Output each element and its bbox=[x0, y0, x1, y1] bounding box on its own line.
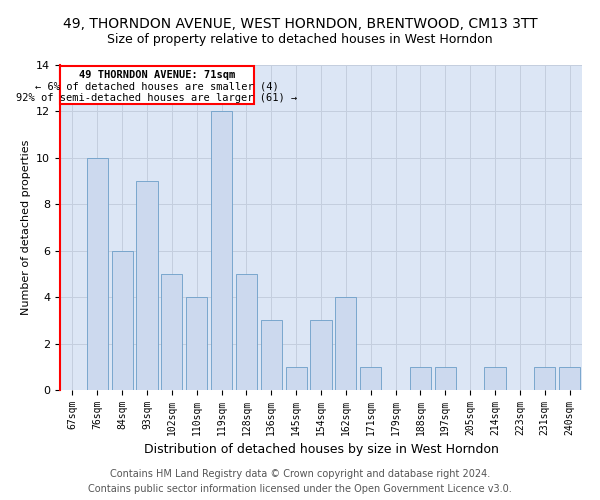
Text: 92% of semi-detached houses are larger (61) →: 92% of semi-detached houses are larger (… bbox=[16, 92, 298, 102]
Bar bbox=[435, 367, 456, 390]
Y-axis label: Number of detached properties: Number of detached properties bbox=[20, 140, 31, 315]
Bar bbox=[236, 274, 257, 390]
Bar bbox=[310, 320, 332, 390]
Bar bbox=[161, 274, 182, 390]
Bar bbox=[261, 320, 282, 390]
Bar bbox=[112, 250, 133, 390]
Text: Size of property relative to detached houses in West Horndon: Size of property relative to detached ho… bbox=[107, 32, 493, 46]
Bar bbox=[87, 158, 108, 390]
X-axis label: Distribution of detached houses by size in West Horndon: Distribution of detached houses by size … bbox=[143, 444, 499, 456]
FancyBboxPatch shape bbox=[60, 66, 254, 104]
Bar bbox=[335, 297, 356, 390]
Bar bbox=[410, 367, 431, 390]
Bar bbox=[136, 181, 158, 390]
Bar bbox=[186, 297, 207, 390]
Text: ← 6% of detached houses are smaller (4): ← 6% of detached houses are smaller (4) bbox=[35, 81, 279, 91]
Bar bbox=[360, 367, 381, 390]
Bar bbox=[534, 367, 555, 390]
Bar bbox=[559, 367, 580, 390]
Text: 49, THORNDON AVENUE, WEST HORNDON, BRENTWOOD, CM13 3TT: 49, THORNDON AVENUE, WEST HORNDON, BRENT… bbox=[62, 18, 538, 32]
Bar bbox=[286, 367, 307, 390]
Bar bbox=[211, 112, 232, 390]
Text: Contains HM Land Registry data © Crown copyright and database right 2024.
Contai: Contains HM Land Registry data © Crown c… bbox=[88, 469, 512, 494]
Bar bbox=[484, 367, 506, 390]
Text: 49 THORNDON AVENUE: 71sqm: 49 THORNDON AVENUE: 71sqm bbox=[79, 70, 235, 80]
